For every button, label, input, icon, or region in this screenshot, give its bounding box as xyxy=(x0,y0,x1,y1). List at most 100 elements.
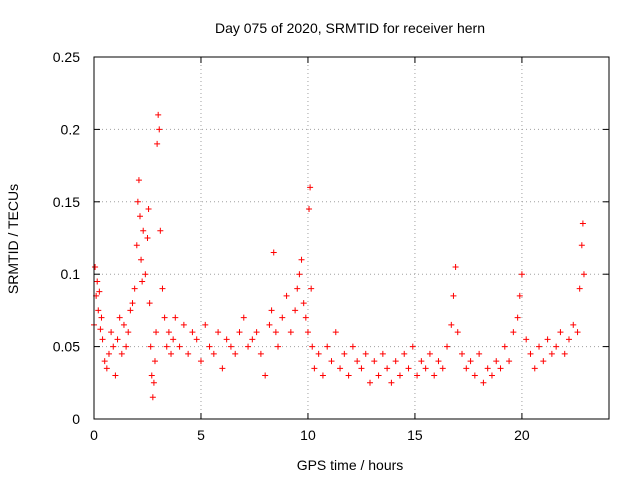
axis-ticks xyxy=(93,56,609,420)
y-tick-label: 0.1 xyxy=(61,266,81,282)
x-tick-labels: 0 5 10 15 20 xyxy=(90,427,530,443)
data-point xyxy=(149,394,156,401)
data-point xyxy=(306,206,313,213)
data-point xyxy=(358,365,365,372)
data-point xyxy=(249,336,256,343)
data-point xyxy=(131,285,138,292)
data-point xyxy=(157,227,164,234)
data-point xyxy=(138,256,145,263)
data-point xyxy=(120,321,127,328)
data-point xyxy=(161,314,168,321)
data-point xyxy=(227,343,234,350)
data-point xyxy=(548,350,555,357)
data-point xyxy=(484,365,491,372)
data-point xyxy=(414,372,421,379)
data-point xyxy=(275,343,282,350)
data-point xyxy=(488,372,495,379)
data-point xyxy=(349,343,356,350)
x-tick-label: 0 xyxy=(90,427,98,443)
data-point xyxy=(557,329,564,336)
data-point xyxy=(145,206,152,213)
data-point xyxy=(103,365,110,372)
data-point xyxy=(110,343,117,350)
data-point xyxy=(134,198,141,205)
data-point xyxy=(459,350,466,357)
data-point xyxy=(422,365,429,372)
data-point xyxy=(116,314,123,321)
data-point xyxy=(580,271,587,278)
data-point xyxy=(137,213,144,220)
data-point xyxy=(418,358,425,365)
data-point xyxy=(202,321,209,328)
data-point xyxy=(206,343,213,350)
data-point xyxy=(527,350,534,357)
data-point xyxy=(450,292,457,299)
y-tick-label: 0.05 xyxy=(53,339,80,355)
data-point xyxy=(170,336,177,343)
data-point xyxy=(94,278,101,285)
data-point xyxy=(392,358,399,365)
data-point xyxy=(324,343,331,350)
data-point xyxy=(92,263,99,270)
data-point xyxy=(379,350,386,357)
data-point xyxy=(140,227,147,234)
data-point xyxy=(129,300,136,307)
data-point xyxy=(223,336,230,343)
data-point xyxy=(341,350,348,357)
data-point xyxy=(142,271,149,278)
data-point xyxy=(155,111,162,118)
data-point xyxy=(135,177,142,184)
data-point xyxy=(523,336,530,343)
data-point xyxy=(516,292,523,299)
data-point xyxy=(510,329,517,336)
data-point xyxy=(240,314,247,321)
data-point xyxy=(159,285,166,292)
data-point xyxy=(426,350,433,357)
data-point xyxy=(328,358,335,365)
data-point xyxy=(279,314,286,321)
data-point xyxy=(232,350,239,357)
data-point xyxy=(165,329,172,336)
data-point xyxy=(518,271,525,278)
data-point xyxy=(292,307,299,314)
data-point xyxy=(311,365,318,372)
data-point xyxy=(302,314,309,321)
data-point xyxy=(388,379,395,386)
data-point xyxy=(123,343,130,350)
data-point xyxy=(127,307,134,314)
data-point xyxy=(375,372,382,379)
data-points xyxy=(91,111,587,401)
data-point xyxy=(245,343,252,350)
data-point xyxy=(540,358,547,365)
data-point xyxy=(287,329,294,336)
data-point xyxy=(266,321,273,328)
data-point xyxy=(345,372,352,379)
data-point xyxy=(362,350,369,357)
data-point xyxy=(147,343,154,350)
data-point xyxy=(219,365,226,372)
data-point xyxy=(296,271,303,278)
data-point xyxy=(210,350,217,357)
data-point xyxy=(163,343,170,350)
data-point xyxy=(467,358,474,365)
data-point xyxy=(144,235,151,241)
data-point xyxy=(435,358,442,365)
data-point xyxy=(253,329,260,336)
data-point xyxy=(574,329,581,336)
data-point xyxy=(367,379,374,386)
data-point xyxy=(168,350,175,357)
plot-frame xyxy=(93,56,610,420)
data-point xyxy=(309,343,316,350)
data-point xyxy=(439,365,446,372)
data-point xyxy=(172,314,179,321)
data-point xyxy=(452,263,459,270)
data-point xyxy=(315,350,322,357)
data-point xyxy=(308,285,315,292)
data-point xyxy=(405,365,412,372)
data-point xyxy=(185,350,192,357)
data-point xyxy=(444,343,451,350)
data-point xyxy=(576,285,583,292)
data-point xyxy=(501,343,508,350)
y-axis-label: SRMTID / TECUs xyxy=(5,184,21,294)
